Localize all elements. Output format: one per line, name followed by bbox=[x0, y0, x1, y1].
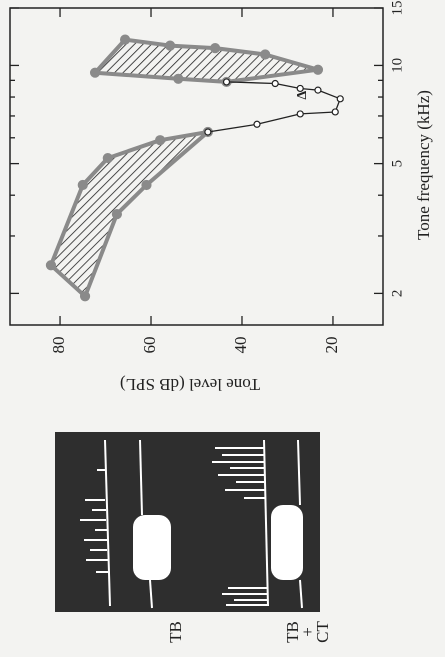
x-axis-label: Tone frequency (kHz) bbox=[414, 90, 433, 240]
data-point bbox=[119, 34, 131, 45]
data-point bbox=[312, 64, 324, 75]
y-tick-label: 20 bbox=[322, 337, 341, 354]
x-tick-label: 15 bbox=[389, 1, 405, 16]
data-point bbox=[77, 179, 88, 191]
data-point bbox=[296, 84, 304, 93]
y-tick-label: 60 bbox=[140, 337, 159, 354]
x-tick-label: 5 bbox=[389, 160, 405, 168]
x-tick-label: 2 bbox=[389, 290, 405, 298]
plot-frame bbox=[9, 7, 384, 326]
x-tick-label: 10 bbox=[389, 58, 405, 73]
data-point bbox=[336, 95, 344, 103]
data-point bbox=[296, 110, 304, 118]
annotation: Δ bbox=[295, 91, 310, 100]
data-point bbox=[253, 120, 261, 128]
data-point bbox=[89, 67, 101, 78]
data-point bbox=[165, 40, 176, 51]
data-point bbox=[222, 78, 231, 86]
data-point bbox=[173, 73, 184, 84]
response-area bbox=[93, 37, 320, 84]
panel-label: + bbox=[298, 627, 317, 637]
oscilloscope-photo bbox=[55, 432, 320, 612]
data-point bbox=[102, 152, 113, 164]
panel-label: TB bbox=[166, 621, 185, 643]
panel-label: TB bbox=[283, 621, 302, 643]
y-tick-label: 40 bbox=[231, 337, 250, 354]
y-axis-label: Tone level (dB SPL) bbox=[120, 375, 260, 394]
data-point bbox=[79, 291, 91, 302]
data-point bbox=[155, 135, 166, 146]
data-point bbox=[331, 108, 339, 116]
data-point bbox=[45, 260, 57, 271]
data-point bbox=[204, 128, 212, 136]
data-point bbox=[141, 179, 152, 191]
y-tick-label: 80 bbox=[49, 337, 68, 354]
data-point bbox=[271, 79, 279, 88]
data-point bbox=[111, 209, 122, 220]
data-point bbox=[314, 86, 322, 94]
panel-label: CT bbox=[313, 621, 332, 643]
data-point bbox=[210, 43, 221, 54]
response-area bbox=[48, 130, 210, 299]
data-point bbox=[260, 49, 271, 60]
